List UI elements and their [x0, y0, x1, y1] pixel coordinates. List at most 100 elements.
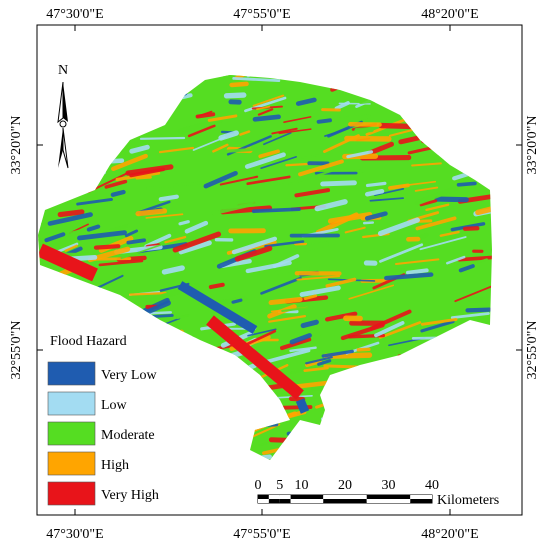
hazard-streak	[403, 412, 431, 423]
hazard-streak	[414, 186, 439, 192]
lat-label: 32°55'0"N	[525, 321, 540, 380]
hazard-streak	[314, 199, 348, 212]
hazard-streak	[439, 230, 460, 237]
hazard-streak	[377, 217, 420, 237]
hazard-streak	[390, 75, 407, 76]
hazard-streak	[365, 383, 394, 395]
hazard-streak	[465, 307, 492, 313]
hazard-streak	[160, 406, 198, 417]
hazard-streak	[398, 374, 418, 381]
hazard-streak	[414, 185, 459, 206]
hazard-streak	[135, 175, 152, 180]
hazard-streak	[443, 412, 491, 419]
arrow-half	[63, 82, 68, 122]
hazard-streak	[84, 306, 119, 315]
hazard-streak	[369, 309, 412, 331]
hazard-streak	[195, 112, 216, 119]
hazard-streak	[397, 353, 445, 357]
hazard-streak	[394, 258, 440, 266]
hazard-streak	[208, 451, 241, 460]
hazard-streak	[348, 284, 395, 300]
hazard-streak	[404, 442, 432, 454]
hazard-streak	[86, 224, 101, 232]
hazard-streak	[430, 135, 476, 149]
hazard-streak	[428, 408, 474, 432]
hazard-streak	[82, 125, 122, 133]
hazard-streak	[121, 357, 152, 362]
hazard-streak	[176, 446, 203, 455]
hazard-streak	[438, 345, 481, 352]
hazard-streak	[372, 418, 407, 422]
hazard-streak	[177, 281, 258, 334]
hazard-streak	[84, 104, 97, 111]
hazard-streak	[161, 434, 181, 444]
hazard-streak	[129, 167, 166, 178]
hazard-streak	[257, 108, 274, 116]
hazard-streak	[112, 125, 136, 132]
hazard-streak	[129, 291, 167, 296]
hazard-streak	[136, 311, 172, 316]
hazard-streak	[64, 244, 78, 252]
legend-swatch	[47, 421, 96, 446]
hazard-streak	[475, 206, 492, 216]
legend-swatch	[47, 451, 96, 476]
scale-segment	[345, 495, 367, 499]
hazard-streak	[68, 282, 87, 294]
hazard-streak	[411, 162, 442, 167]
hazard-streak	[422, 443, 436, 452]
hazard-streak	[300, 319, 319, 329]
hazard-streak	[364, 211, 388, 221]
scale-label: 30	[382, 478, 396, 493]
hazard-streak	[323, 364, 374, 370]
hazard-streak	[445, 396, 481, 403]
hazard-streak	[419, 100, 444, 107]
hazard-streak	[407, 63, 443, 72]
hazard-streak	[438, 401, 478, 414]
hazard-streak	[232, 76, 281, 83]
lat-label: 33°20'0"N	[525, 116, 540, 175]
scale-segment	[366, 499, 389, 503]
scale-segment	[290, 495, 302, 499]
hazard-streak	[488, 306, 492, 311]
lat-label: 32°55'0"N	[9, 321, 24, 380]
arrow-center	[59, 120, 67, 128]
hazard-streak	[231, 236, 278, 255]
hazard-streak	[206, 315, 304, 400]
hazard-streak	[42, 292, 69, 298]
hazard-streak	[212, 143, 229, 153]
hazard-streak	[41, 111, 58, 119]
hazard-streak	[407, 362, 457, 370]
hazard-streak	[424, 430, 476, 440]
hazard-streak	[491, 152, 492, 161]
hazard-streak	[344, 135, 392, 142]
hazard-streak	[379, 267, 405, 276]
hazard-streak	[115, 306, 141, 318]
hazard-streak	[126, 238, 147, 245]
legend-label: Low	[101, 398, 128, 413]
scale-segment	[279, 499, 291, 503]
scale-label: 10	[295, 478, 309, 493]
hazard-streak	[410, 96, 451, 102]
hazard-streak	[450, 312, 490, 320]
hazard-streak	[247, 328, 277, 337]
hazard-streak	[320, 180, 357, 187]
hazard-streak	[145, 213, 184, 219]
hazard-streak	[126, 75, 146, 78]
hazard-streak	[115, 171, 161, 182]
hazard-streak	[219, 374, 258, 384]
hazard-streak	[223, 92, 247, 99]
hazard-streak	[294, 188, 331, 198]
hazard-streak	[110, 189, 126, 197]
hazard-streak	[438, 416, 486, 434]
hazard-streak	[178, 240, 212, 255]
hazard-streak	[264, 240, 305, 248]
hazard-streak	[258, 149, 280, 159]
legend-swatch	[47, 361, 96, 386]
arrow-half	[57, 81, 64, 124]
legend-label: Very High	[101, 488, 159, 503]
hazard-streak	[218, 130, 239, 141]
hazard-streak	[409, 361, 456, 383]
hazard-streak	[378, 122, 427, 130]
hazard-streak	[457, 255, 492, 262]
hazard-streak	[298, 159, 344, 177]
